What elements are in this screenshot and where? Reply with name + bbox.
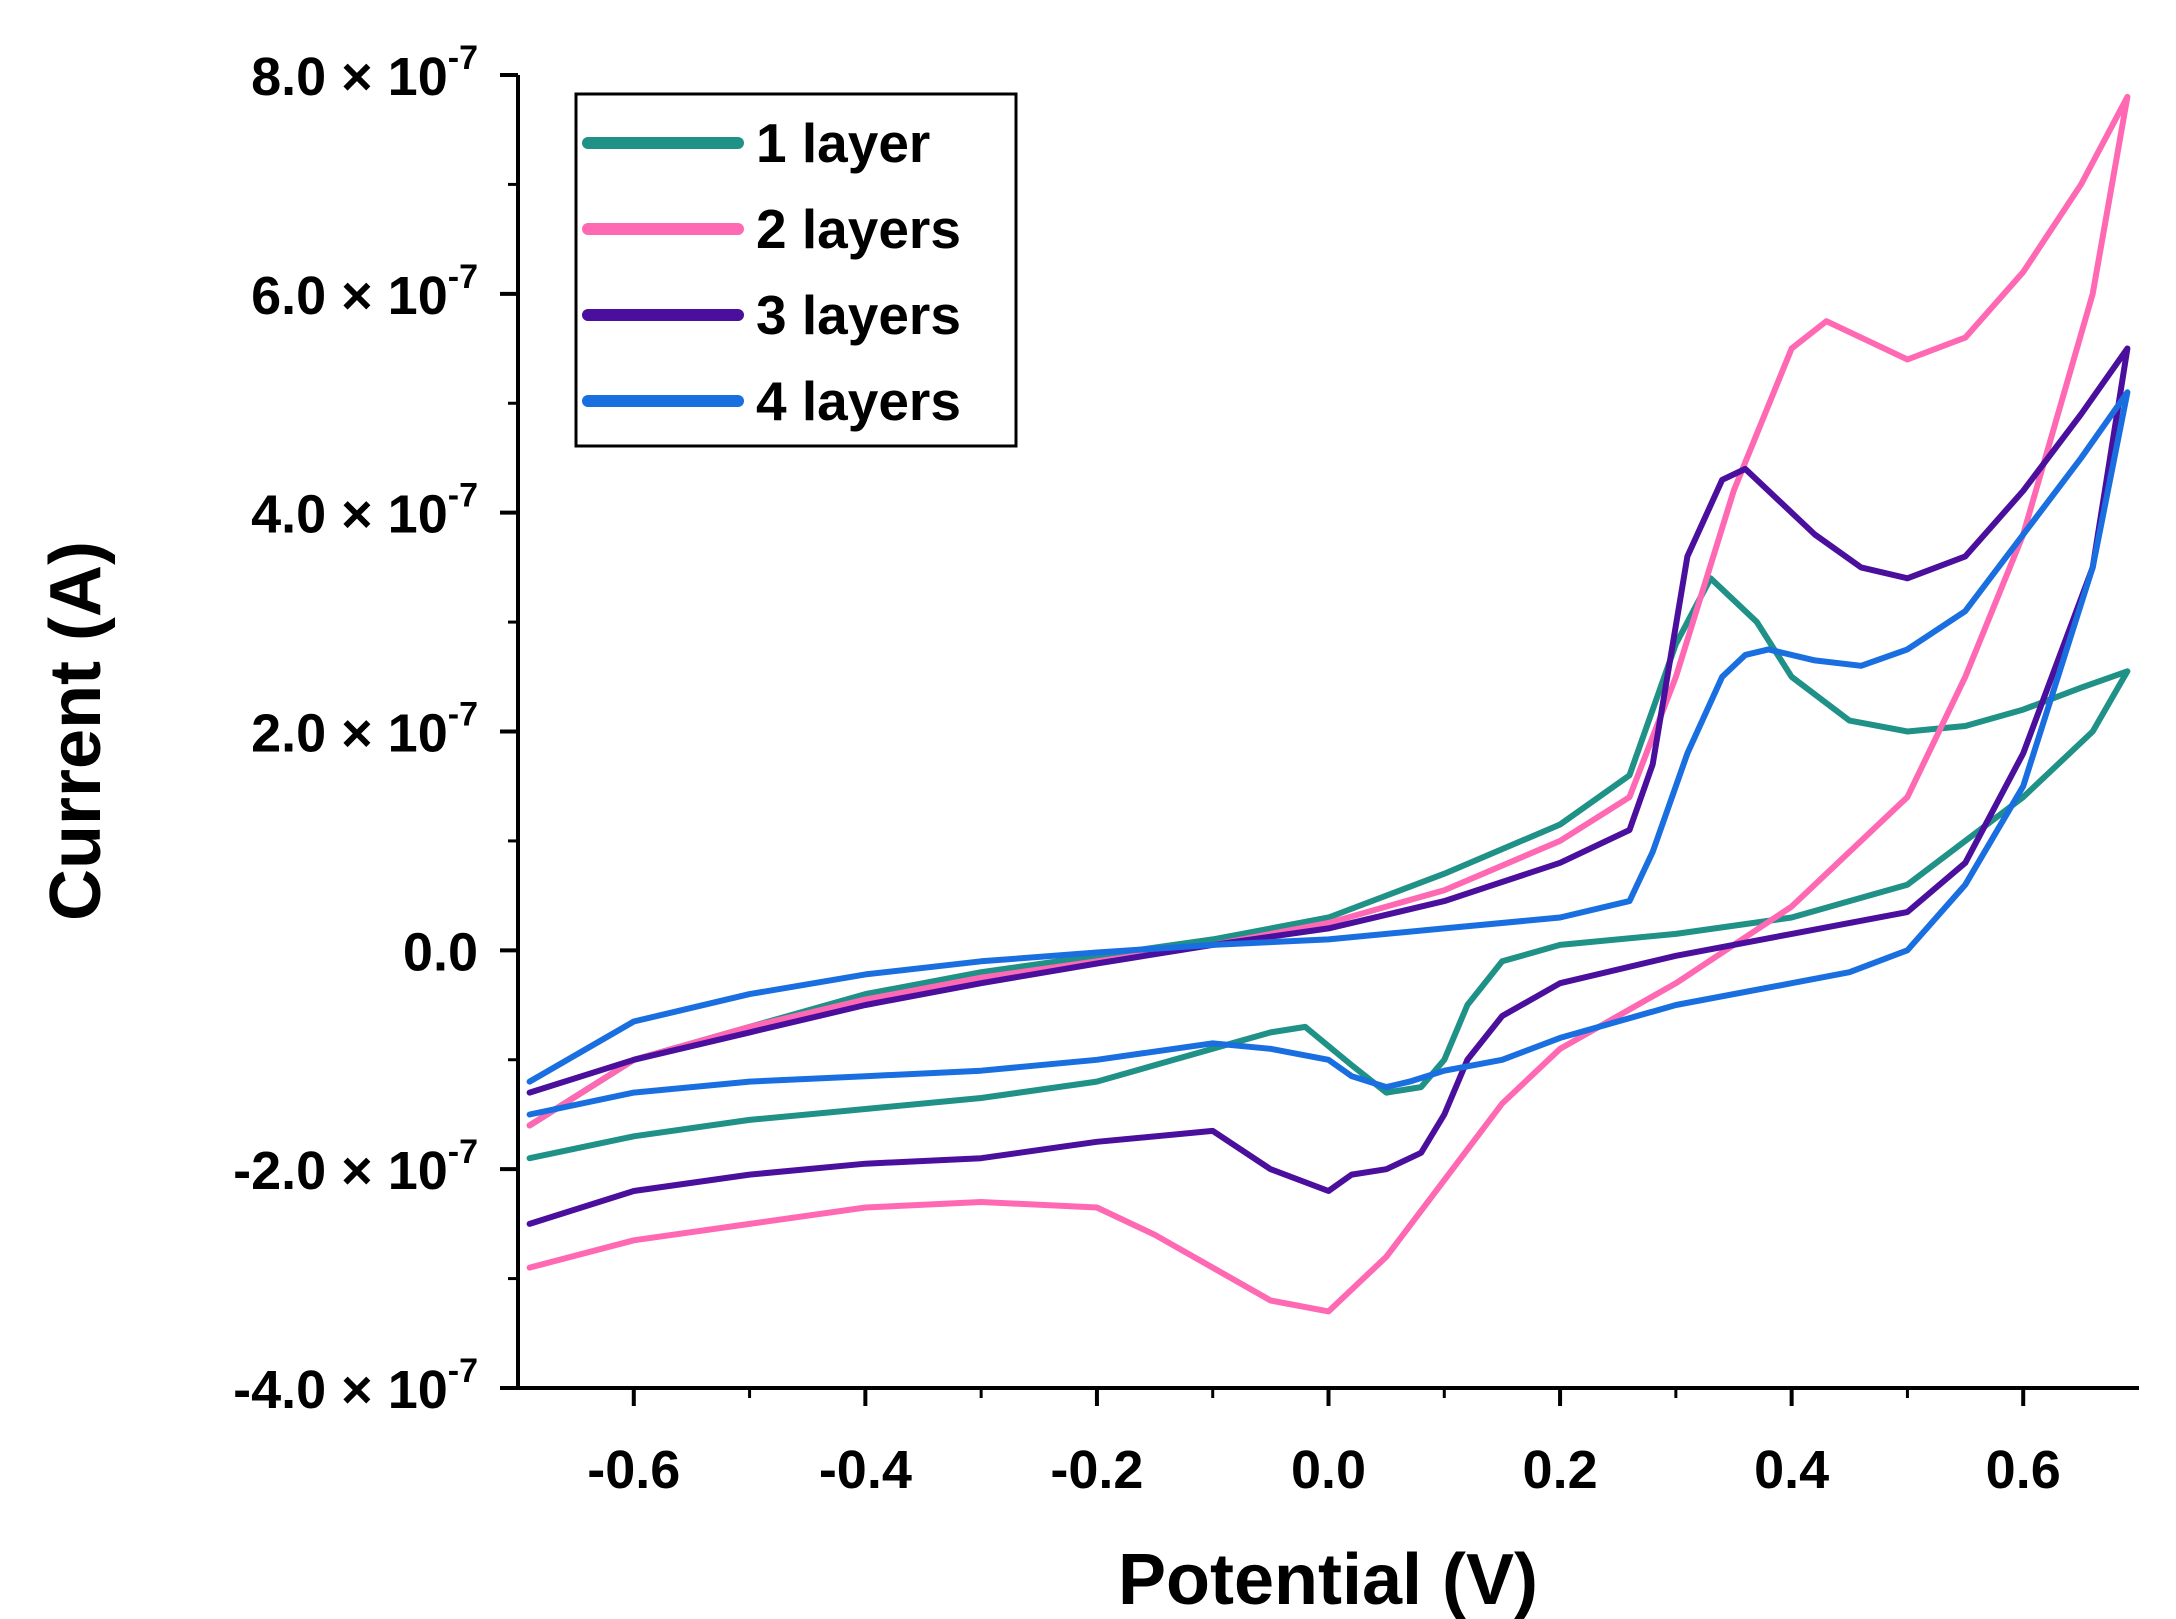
x-tick-label: -0.2 bbox=[1050, 1440, 1143, 1500]
y-tick-mantissa: -2.0 × 10 bbox=[233, 1141, 448, 1201]
y-tick-exponent: -7 bbox=[448, 258, 478, 296]
x-tick-label: 0.0 bbox=[1291, 1440, 1366, 1500]
x-tick-label: 0.4 bbox=[1754, 1440, 1829, 1500]
x-tick-label: -0.4 bbox=[819, 1440, 912, 1500]
series-line-4 bbox=[526, 389, 2131, 1118]
y-tick-label: 8.0 × 10-7 bbox=[251, 39, 478, 107]
y-tick-label: 4.0 × 10-7 bbox=[251, 477, 478, 545]
legend-box bbox=[574, 92, 1018, 448]
y-tick-mantissa: 2.0 × 10 bbox=[251, 704, 448, 764]
y-ticks: 8.0 × 10-76.0 × 10-74.0 × 10-72.0 × 10-7… bbox=[233, 39, 518, 1420]
series-line-1 bbox=[526, 575, 2131, 1162]
y-tick-mantissa: -4.0 × 10 bbox=[233, 1360, 448, 1420]
legend: 1 layer 2 layers 3 layers 4 layers bbox=[574, 92, 1018, 448]
y-tick-mantissa: 4.0 × 10 bbox=[251, 485, 448, 545]
y-tick-exponent: -7 bbox=[448, 1133, 478, 1171]
x-axis-title: Potential (V) bbox=[1118, 1540, 1538, 1619]
y-tick-mantissa: 6.0 × 10 bbox=[251, 266, 448, 326]
y-tick-label: 6.0 × 10-7 bbox=[251, 258, 478, 326]
y-axis-title: Current (A) bbox=[36, 541, 116, 921]
y-tick-mantissa: 0.0 bbox=[403, 922, 478, 982]
series-line-2 bbox=[526, 93, 2131, 1315]
y-tick-exponent: -7 bbox=[448, 696, 478, 734]
legend-label-3: 3 layers bbox=[756, 284, 961, 346]
x-tick-label: 0.6 bbox=[1986, 1440, 2061, 1500]
y-tick-label: 2.0 × 10-7 bbox=[251, 696, 478, 764]
legend-label-2: 2 layers bbox=[756, 198, 961, 260]
y-tick-label: -2.0 × 10-7 bbox=[233, 1133, 478, 1201]
y-tick-exponent: -7 bbox=[448, 1352, 478, 1390]
y-tick-label: 0.0 bbox=[403, 922, 478, 982]
x-ticks: -0.6 -0.4 -0.2 0.0 0.2 0.4 0.6 bbox=[587, 1388, 2061, 1500]
y-tick-mantissa: 8.0 × 10 bbox=[251, 47, 448, 107]
legend-label-4: 4 layers bbox=[756, 370, 961, 432]
y-tick-exponent: -7 bbox=[448, 39, 478, 77]
x-tick-label: 0.2 bbox=[1523, 1440, 1598, 1500]
y-tick-label: -4.0 × 10-7 bbox=[233, 1352, 478, 1420]
y-tick-exponent: -7 bbox=[448, 477, 478, 515]
x-tick-label: -0.6 bbox=[587, 1440, 680, 1500]
series-layer bbox=[526, 93, 2131, 1315]
series-line-3 bbox=[526, 345, 2131, 1227]
legend-label-1: 1 layer bbox=[756, 112, 930, 174]
